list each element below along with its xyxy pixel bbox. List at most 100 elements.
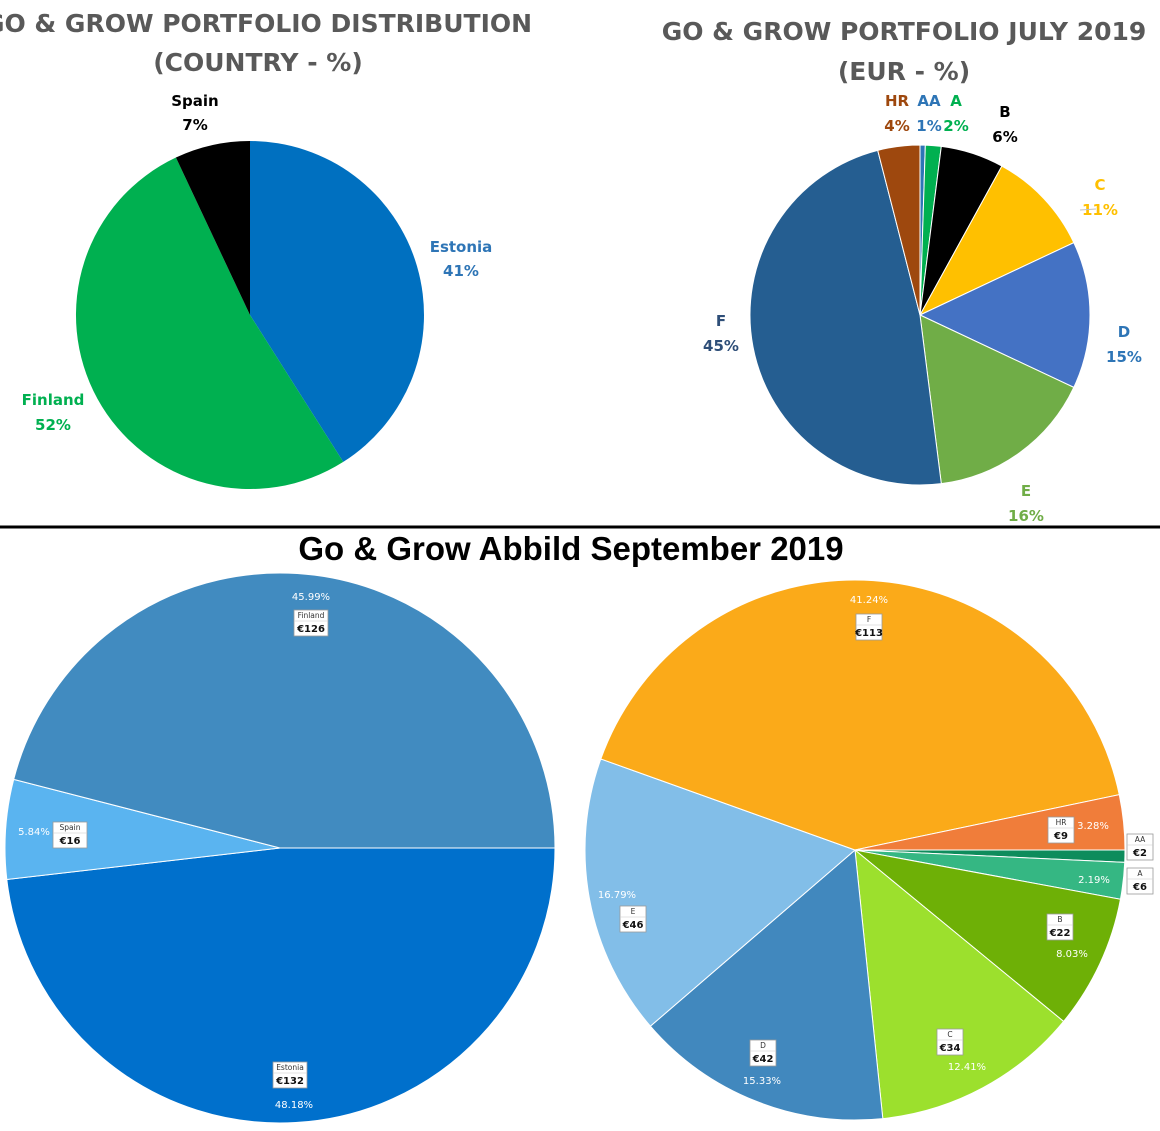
chart3-tag-finland-value: €126: [296, 624, 325, 635]
chart1-pct-estonia: 41%: [443, 262, 479, 280]
chart1-label-estonia: Estonia: [430, 238, 493, 256]
chart4-tag-hr: HR €9: [1047, 816, 1075, 844]
chart4-tag-e-name: E: [631, 907, 636, 916]
chart4-tag-f: F €113: [854, 613, 883, 641]
chart4-slice-f: [600, 579, 1120, 851]
chart4-tag-aa-name: AA: [1135, 835, 1146, 844]
chart4-tag-hr-value: €9: [1053, 831, 1068, 842]
chart3-tag-estonia: Estonia €132: [272, 1061, 308, 1089]
chart4-slice-b: [854, 849, 1122, 1023]
chart4-tag-c-value: €34: [939, 1043, 961, 1054]
chart4-tag-hr-name: HR: [1056, 818, 1067, 827]
chart4-pct-a: 2.19%: [1078, 875, 1110, 886]
chart2-label-c: C: [1094, 176, 1105, 194]
chart2-subtitle: (EUR - %): [838, 57, 970, 86]
chart2-label-hr: HR: [885, 92, 910, 110]
chart2-pie: AA 1% A 2% B 6% C 11% D 15% E 16% F 45% HR 4%: [703, 92, 1142, 525]
chart2-label-d: D: [1118, 323, 1130, 341]
chart1-slice-estonia: [250, 141, 424, 462]
chart4-tag-b: B €22: [1046, 913, 1074, 941]
chart2-slice-e: [919, 314, 1075, 485]
chart4-tag-a-name: A: [1137, 869, 1143, 878]
chart3-tag-finland-name: Finland: [298, 611, 325, 620]
chart2-pct-d: 15%: [1106, 348, 1142, 366]
chart4-pct-e: 16.79%: [598, 890, 636, 901]
chart4-tag-a-box: [1126, 867, 1154, 895]
chart4-pct-b: 8.03%: [1056, 949, 1088, 960]
chart3-pct-finland: 45.99%: [292, 592, 330, 603]
chart3-tag-spain-value: €16: [59, 836, 81, 847]
chart4-pct-f: 41.24%: [850, 595, 888, 606]
chart4-tag-f-name: F: [867, 615, 871, 624]
chart4-pct-hr: 3.28%: [1077, 821, 1109, 832]
chart4-tag-e: E €46: [619, 905, 647, 933]
chart4-pct-d: 15.33%: [743, 1076, 781, 1087]
chart3-tag-spain-box: [52, 821, 88, 849]
chart4-tag-c-name: C: [947, 1030, 952, 1039]
chart3-slice-finland: [13, 572, 556, 849]
chart4-slice-c: [854, 848, 1065, 1120]
chart4-tag-aa: AA €2: [1126, 833, 1154, 861]
chart2-pct-e: 16%: [1008, 507, 1044, 525]
chart2-pct-f: 45%: [703, 337, 739, 355]
chart4-tag-hr-box: [1047, 816, 1075, 844]
chart2-label-e: E: [1021, 482, 1031, 500]
chart2-pct-c: 11%: [1082, 201, 1118, 219]
chart4-tag-b-box: [1046, 913, 1074, 941]
chart1-subtitle: (COUNTRY - %): [153, 48, 363, 77]
chart3-tag-estonia-value: €132: [275, 1076, 304, 1087]
chart2-pct-a: 2%: [943, 117, 968, 135]
chart4-tag-b-value: €22: [1049, 928, 1071, 939]
chart4-tag-d-name: D: [760, 1041, 766, 1050]
chart2-slice-d: [918, 241, 1091, 389]
chart2-slice-f: [749, 149, 942, 486]
chart4-pct-c: 12.41%: [948, 1062, 986, 1073]
chart4-tag-c: C €34: [936, 1028, 964, 1056]
chart4-tag-b-name: B: [1057, 915, 1062, 924]
chart4-pie: AA €2 A €6 2.19% B €22 8.03% C €34 12.41% D €42 15.33…: [584, 579, 1154, 1121]
chart3-tag-finland-box: [293, 609, 329, 637]
chart4-tag-a: A €6: [1126, 867, 1154, 895]
chart4-tag-f-box: [855, 613, 883, 641]
chart1-label-finland: Finland: [22, 391, 85, 409]
chart2-pct-b: 6%: [992, 128, 1017, 146]
chart2-label-b: B: [999, 103, 1010, 121]
chart3-tag-estonia-name: Estonia: [276, 1063, 304, 1072]
chart3-tag-spain-name: Spain: [60, 823, 81, 832]
chart1-slice-spain: [175, 141, 250, 315]
chart3-pct-spain: 5.84%: [18, 827, 50, 838]
chart3-title: Go & Grow Abbild September 2019: [298, 530, 843, 567]
chart4-tag-d-value: €42: [752, 1054, 774, 1065]
chart2-label-f: F: [716, 312, 726, 330]
chart2-leader-line-c: [1079, 208, 1097, 211]
chart4-tag-f-value: €113: [854, 628, 883, 639]
chart1-pie: Estonia 41% Finland 52% Spain 7%: [22, 92, 493, 490]
chart3-pie: Estonia €132 48.18% Spain €16 5.84% Finland €12…: [4, 572, 556, 1124]
chart3-slice-estonia: [6, 847, 556, 1124]
chart3-tag-spain: Spain €16: [52, 821, 88, 849]
chart4-slice-d: [649, 848, 884, 1121]
chart1-pct-finland: 52%: [35, 416, 71, 434]
chart4-tag-e-value: €46: [622, 920, 644, 931]
chart4-tag-e-box: [619, 905, 647, 933]
chart2-pct-hr: 4%: [884, 117, 909, 135]
chart4-tag-aa-box: [1126, 833, 1154, 861]
chart2-label-a: A: [950, 92, 962, 110]
chart3-tag-finland: Finland €126: [293, 609, 329, 637]
chart1-slice-finland: [75, 157, 344, 490]
chart4-tag-d: D €42: [749, 1039, 777, 1067]
chart2-slice-c: [918, 165, 1075, 317]
chart4-tag-c-box: [936, 1028, 964, 1056]
chart2-title: GO & GROW PORTFOLIO JULY 2019: [662, 17, 1147, 46]
chart1-pct-spain: 7%: [182, 116, 207, 134]
chart3-pct-estonia: 48.18%: [275, 1100, 313, 1111]
chart1-title: GO & GROW PORTFOLIO DISTRIBUTION: [0, 9, 532, 38]
chart4-tag-aa-value: €2: [1132, 848, 1147, 859]
chart2-label-aa: AA: [917, 92, 941, 110]
chart4-tag-d-box: [749, 1039, 777, 1067]
chart4-tag-a-value: €6: [1132, 882, 1147, 893]
chart2-pct-aa: 1%: [916, 117, 941, 135]
chart3-tag-estonia-box: [272, 1061, 308, 1089]
chart2-slice-hr: [877, 144, 921, 316]
